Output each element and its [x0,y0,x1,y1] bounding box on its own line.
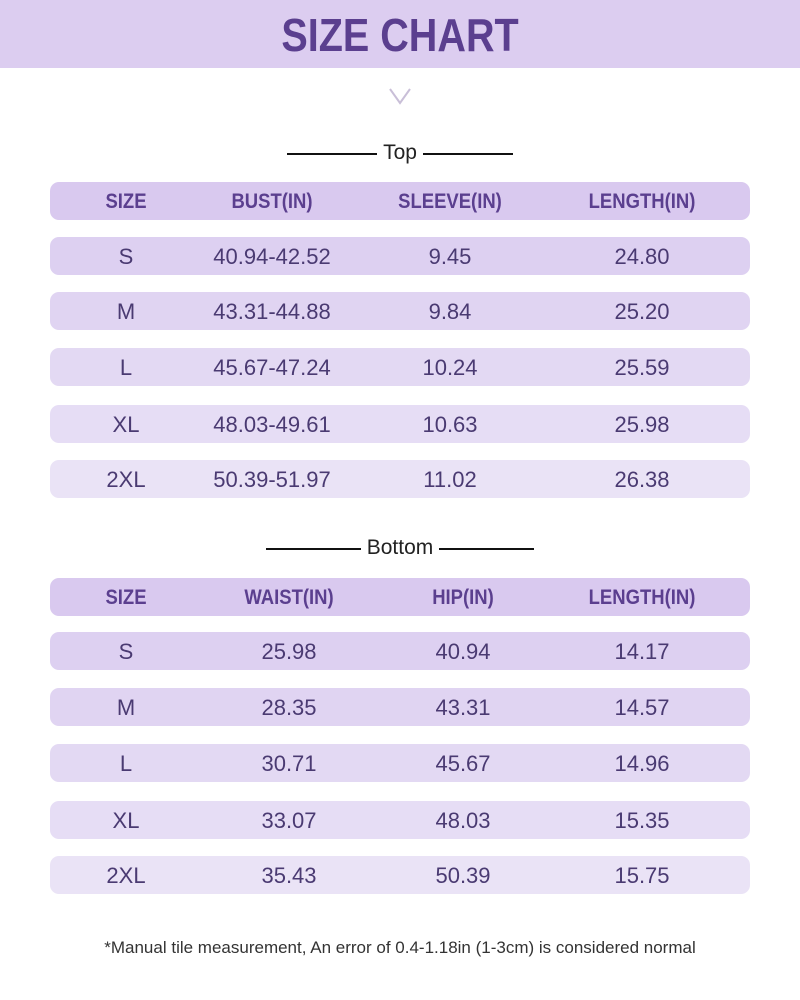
cell: 48.03-49.61 [213,412,331,437]
header-row: SIZE BUST(IN) SLEEVE(IN) LENGTH(IN) [50,182,750,220]
section-label: Top [0,138,800,168]
cell: 26.38 [614,467,670,492]
cell: 25.59 [614,355,670,380]
cell: 40.94 [435,639,491,664]
cell: 28.35 [261,695,317,720]
cell: 33.07 [261,808,317,833]
column-header: WAIST(IN) [244,586,334,609]
cell: 30.71 [261,751,317,776]
cell: XL [112,808,140,833]
cell: 48.03 [435,808,491,833]
table-row: L 45.67-47.24 10.24 25.59 [50,348,750,386]
cell: 24.80 [614,244,670,269]
cell: 9.45 [428,244,472,269]
cell: 14.17 [614,639,670,664]
cell: 9.84 [428,299,472,324]
cell: 25.98 [261,639,317,664]
cell: 50.39-51.97 [213,467,331,492]
cell: 10.24 [422,355,478,380]
cell: 14.57 [614,695,670,720]
cell: 2XL [106,863,146,888]
cell: S [118,244,134,269]
cell: 2XL [106,467,146,492]
header-band [0,0,800,68]
chevron [389,88,411,105]
cell: 50.39 [435,863,491,888]
cell: M [116,695,136,720]
cell: 43.31 [435,695,491,720]
column-header: BUST(IN) [231,190,313,213]
chevron-line [389,88,411,105]
cell: 15.75 [614,863,670,888]
header-row: SIZE WAIST(IN) HIP(IN) LENGTH(IN) [50,578,750,616]
column-header: SLEEVE(IN) [398,190,502,213]
column-header: HIP(IN) [432,586,494,609]
table-row: S 25.98 40.94 14.17 [50,632,750,670]
table-row: 2XL 35.43 50.39 15.75 [50,856,750,894]
cell: 15.35 [614,808,670,833]
column-header: LENGTH(IN) [588,586,696,609]
cell: 14.96 [614,751,670,776]
table-row: S 40.94-42.52 9.45 24.80 [50,237,750,275]
cell: 25.98 [614,412,670,437]
cell: M [116,299,136,324]
rule [287,153,378,155]
column-header: SIZE [105,586,147,609]
cell: 25.20 [614,299,670,324]
cell: 45.67-47.24 [213,355,331,380]
cell: 35.43 [261,863,317,888]
table-row: M 28.35 43.31 14.57 [50,688,750,726]
table-row: L 30.71 45.67 14.96 [50,744,750,782]
cell: S [118,639,134,664]
title: SIZE CHART [281,9,519,61]
table-row: 2XL 50.39-51.97 11.02 26.38 [50,460,750,498]
rule [265,548,361,550]
section-label: Bottom [0,533,800,563]
cell: 40.94-42.52 [213,244,331,269]
table-row: M 43.31-44.88 9.84 25.20 [50,292,750,330]
section-label-text: Top [383,141,417,164]
cell: 43.31-44.88 [213,299,331,324]
column-header: SIZE [105,190,147,213]
cell: 45.67 [435,751,491,776]
rule [422,153,513,155]
rule [439,548,535,550]
cell: L [119,751,133,776]
section-label-text: Bottom [366,536,434,559]
cell: XL [112,412,140,437]
column-header: LENGTH(IN) [588,190,696,213]
cell: 10.63 [422,412,478,437]
table-row: XL 48.03-49.61 10.63 25.98 [50,405,750,443]
table-row: XL 33.07 48.03 15.35 [50,801,750,839]
footnote: *Manual tile measurement, An error of 0.… [104,938,696,957]
cell: L [119,355,133,380]
cell: 11.02 [423,467,477,492]
